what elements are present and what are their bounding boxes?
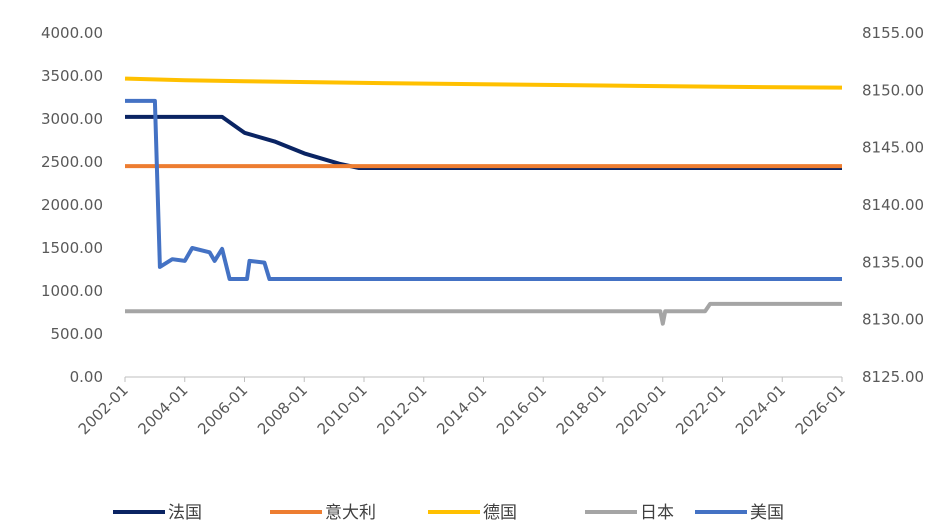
y-left-tick-label: 1000.00 — [41, 282, 103, 300]
legend-label: 德国 — [483, 503, 517, 523]
legend-label: 日本 — [640, 503, 674, 523]
y-left-tick-label: 3000.00 — [41, 110, 103, 128]
series-line-5 — [125, 98, 842, 281]
series-line-3 — [124, 76, 843, 90]
x-tick-label: 2024-01 — [732, 381, 789, 438]
x-tick-label: 2026-01 — [792, 381, 849, 438]
y-right-tick-label: 8155.00 — [862, 24, 924, 42]
series-line-1 — [125, 114, 842, 170]
y-left-tick-label: 1500.00 — [41, 239, 103, 257]
y-right-tick-label: 8150.00 — [862, 81, 924, 99]
y-right-tick-label: 8145.00 — [862, 139, 924, 157]
x-tick-label: 2006-01 — [194, 381, 251, 438]
legend-label: 美国 — [750, 503, 784, 523]
y-left-tick-label: 2500.00 — [41, 153, 103, 171]
y-left-tick-label: 500.00 — [51, 325, 104, 343]
legend-label: 意大利 — [325, 503, 376, 523]
y-left-tick-label: 4000.00 — [41, 24, 103, 42]
y-left-tick-label: 3500.00 — [41, 67, 103, 85]
y-left-tick-label: 2000.00 — [41, 196, 103, 214]
legend: 法国 意大利 德国 日本 美国 — [113, 503, 784, 523]
y-left-tick-label: 0.00 — [70, 368, 103, 386]
x-tick-label: 2012-01 — [374, 381, 431, 438]
left-axis-ticks: 0.00 500.00 1000.00 1500.00 2000.00 2500.00 30… — [41, 24, 103, 386]
x-tick-label: 2022-01 — [672, 381, 729, 438]
series-line-4 — [125, 301, 842, 326]
y-right-tick-label: 8130.00 — [862, 311, 924, 329]
x-axis-ticks: 2002-01 2004-01 2006-01 2008-01 2010-01 2012-… — [75, 377, 849, 438]
x-tick-label: 2002-01 — [75, 381, 132, 438]
right-axis-ticks: 8125.00 8130.00 8135.00 8140.00 8145.00 8150.… — [862, 24, 924, 386]
y-right-tick-label: 8135.00 — [862, 253, 924, 271]
x-tick-label: 2018-01 — [553, 381, 610, 438]
series-lines — [124, 76, 843, 326]
x-tick-label: 2016-01 — [493, 381, 550, 438]
x-tick-label: 2004-01 — [135, 381, 192, 438]
x-tick-label: 2008-01 — [254, 381, 311, 438]
y-right-tick-label: 8125.00 — [862, 368, 924, 386]
y-right-tick-label: 8140.00 — [862, 196, 924, 214]
x-tick-label: 2020-01 — [613, 381, 670, 438]
x-tick-label: 2014-01 — [433, 381, 490, 438]
x-tick-label: 2010-01 — [314, 381, 371, 438]
legend-label: 法国 — [168, 503, 202, 523]
